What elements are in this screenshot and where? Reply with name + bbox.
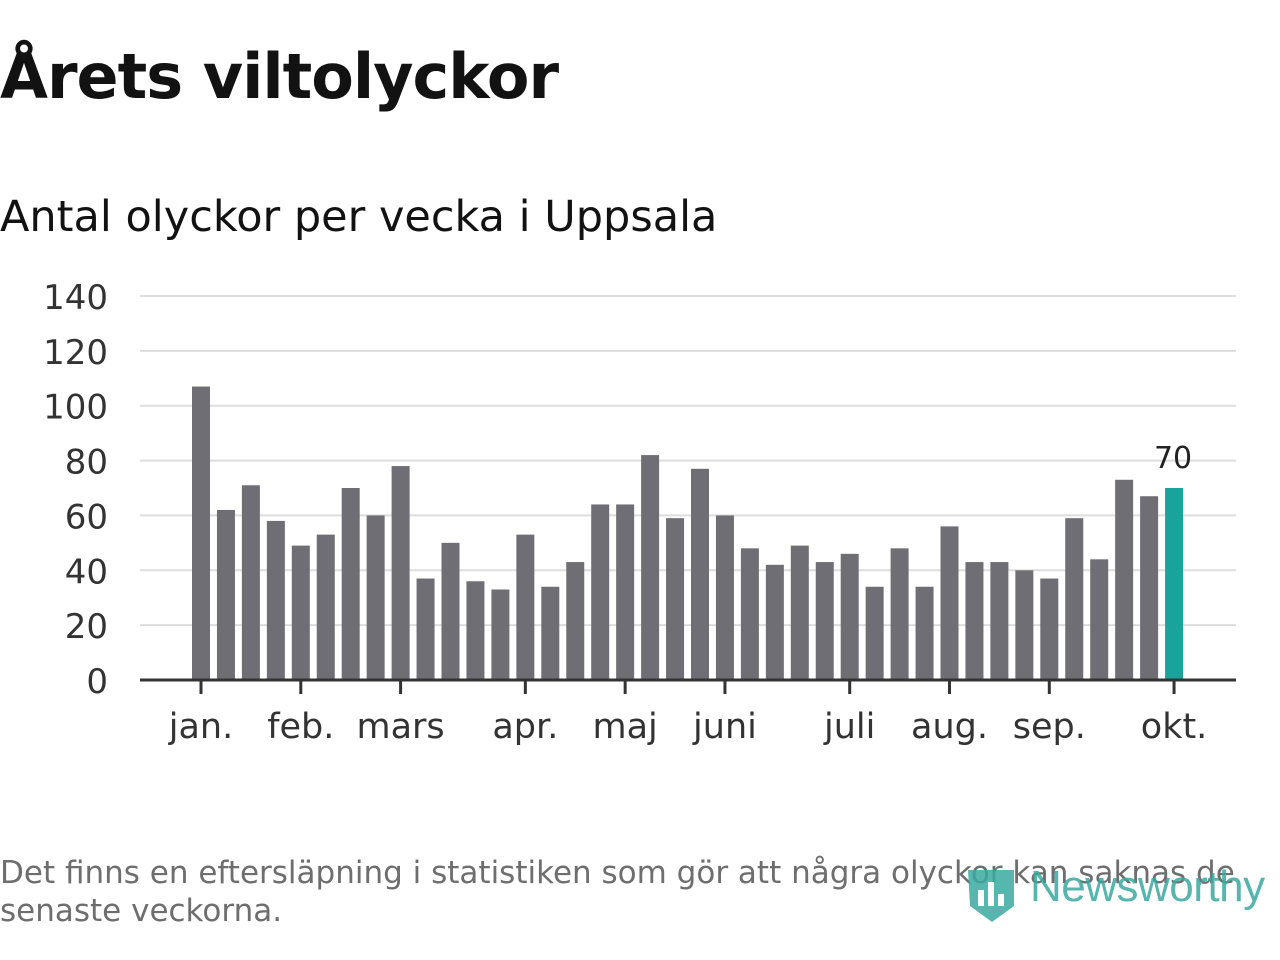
y-tick-label: 60 (65, 497, 108, 537)
y-tick-label: 0 (86, 662, 108, 702)
bar (1090, 559, 1109, 680)
data-labels: 70 (1154, 441, 1192, 476)
bar (416, 578, 435, 680)
x-tick-label: maj (593, 707, 658, 747)
chart-title: Årets viltolyckor (0, 40, 559, 113)
bar (740, 548, 759, 680)
brand-name: Newsworthy (1030, 862, 1265, 911)
bar (441, 542, 460, 680)
bar (865, 586, 884, 680)
bar (765, 564, 784, 680)
bar (616, 504, 635, 680)
x-tick-label: juni (692, 707, 757, 747)
y-tick-label: 20 (65, 607, 108, 647)
chart-subtitle: Antal olyckor per vecka i Uppsala (0, 192, 718, 242)
x-tick-label: jan. (168, 707, 233, 747)
bar (1065, 518, 1084, 680)
bar (790, 545, 809, 680)
y-tick-label: 140 (43, 278, 108, 318)
y-tick-label: 120 (43, 333, 108, 373)
x-axis: jan. feb. mars apr. maj juni juli aug. sep. okt. (140, 678, 1236, 747)
bar (466, 581, 485, 680)
newsworthy-logo: Newsworthy (964, 858, 1280, 928)
bar (990, 562, 1009, 680)
bar (391, 466, 410, 680)
bar (965, 562, 984, 680)
bar (566, 562, 585, 680)
bar (516, 534, 535, 680)
y-axis: 0 20 40 60 80 100 120 140 (43, 278, 108, 702)
bar-highlighted (1165, 488, 1184, 680)
x-tick-label: apr. (492, 707, 558, 747)
bar (940, 526, 959, 680)
x-tick-label: sep. (1013, 707, 1086, 747)
footnote: Det finns en eftersläpning i statistiken… (0, 855, 1235, 929)
bar (1115, 479, 1134, 680)
newsworthy-logo-icon (968, 870, 1014, 922)
bar (316, 534, 335, 680)
bar (890, 548, 909, 680)
bar (715, 515, 734, 680)
bar (1015, 570, 1034, 680)
bar (366, 515, 385, 680)
bar (491, 589, 510, 680)
bar (915, 586, 934, 680)
x-tick-label: okt. (1141, 707, 1208, 747)
y-tick-label: 80 (65, 443, 108, 483)
y-tick-label: 40 (65, 552, 108, 592)
bar (815, 562, 834, 680)
bars (192, 386, 1184, 680)
bar (1140, 496, 1159, 680)
bar (216, 509, 235, 680)
bar (541, 586, 560, 680)
highlight-value-label: 70 (1154, 441, 1192, 476)
bar (192, 386, 210, 680)
bar (691, 468, 709, 680)
x-tick-label: feb. (267, 707, 334, 747)
y-tick-label: 100 (43, 388, 108, 428)
bar (341, 488, 360, 680)
bar (1040, 578, 1059, 680)
x-tick-label: mars (357, 707, 445, 747)
x-tick-label: aug. (911, 707, 988, 747)
bar (666, 518, 685, 680)
bar (291, 545, 310, 680)
bar (241, 485, 260, 680)
bar (840, 553, 859, 680)
bar (641, 455, 660, 680)
bar (266, 520, 285, 680)
x-tick-label: juli (823, 707, 875, 747)
bar (591, 504, 610, 680)
